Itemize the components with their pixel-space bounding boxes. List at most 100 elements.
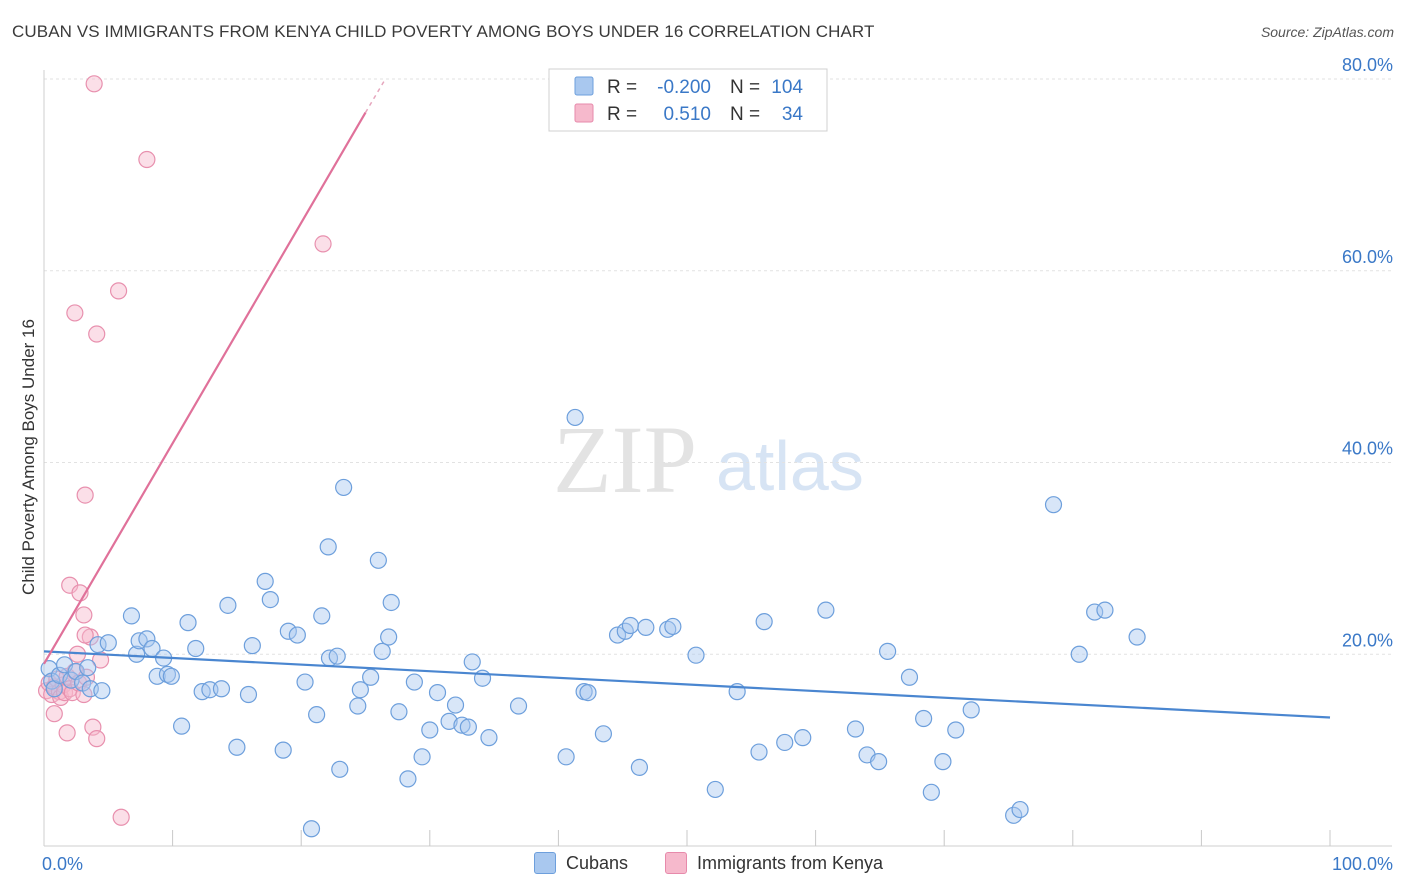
series-cubans-points (40, 408, 1146, 838)
y-tick-label-40: 40.0% (1342, 439, 1393, 459)
watermark-zip: ZIP (553, 406, 697, 513)
cuban-point (608, 626, 627, 644)
cuban-point (557, 748, 575, 766)
cuban-point (351, 681, 369, 699)
cuban-point (846, 720, 865, 738)
y-tick-label-60: 60.0% (1342, 247, 1393, 267)
cuban-point (509, 697, 528, 715)
cuban-point (122, 607, 141, 625)
kenya-point (88, 730, 106, 748)
cuban-point (459, 718, 477, 736)
cuban-point (664, 617, 682, 636)
y-tick-label-20: 20.0% (1342, 630, 1393, 650)
cuban-point (630, 758, 649, 776)
cuban-point (1005, 806, 1023, 824)
kenya-point (75, 606, 93, 624)
cuban-point (870, 753, 888, 771)
cuban-point (79, 659, 97, 677)
legend-r-value-2: 0.510 (663, 104, 711, 125)
cuban-point (390, 703, 408, 721)
trend-line-cubans (43, 650, 1331, 719)
cuban-point (399, 770, 417, 788)
kenya-point (88, 325, 106, 343)
legend-r-label-2: R = (607, 104, 637, 125)
legend-n-label-2: N = (730, 104, 760, 125)
cuban-point (1086, 603, 1104, 621)
bottom-legend-kenya: Immigrants from Kenya (665, 852, 883, 874)
cuban-point (239, 685, 258, 704)
kenya-point (109, 282, 128, 300)
cuban-point (706, 780, 724, 799)
cuban-point (776, 733, 794, 752)
x-tick-label-max: 100.0% (1332, 854, 1393, 874)
legend-r-label-1: R = (607, 77, 637, 98)
cuban-point (279, 622, 297, 640)
bottom-legend-label-cubans: Cubans (566, 852, 629, 873)
kenya-point (45, 705, 63, 723)
cuban-point (127, 645, 146, 663)
cuban-point (440, 712, 458, 730)
kenya-point (76, 626, 94, 644)
legend-n-value-1: 104 (771, 77, 803, 98)
kenya-point (85, 75, 103, 93)
series-kenya-points (37, 75, 332, 826)
gridlines (44, 78, 1392, 655)
cuban-point (313, 607, 331, 625)
cuban-point (302, 820, 321, 838)
cuban-point (621, 616, 640, 635)
kenya-point (66, 304, 84, 322)
kenya-point (138, 150, 156, 169)
cuban-point (579, 683, 597, 702)
watermark-atlas: atlas (716, 427, 864, 505)
kenya-point (58, 724, 76, 742)
cuban-point (463, 653, 481, 671)
kenya-point (112, 808, 130, 826)
x-ticks (172, 830, 1331, 846)
cuban-point (421, 721, 439, 739)
cuban-point (405, 673, 423, 691)
cuban-point (349, 697, 367, 715)
x-tick-label-min: 0.0% (42, 854, 83, 874)
chart-title: CUBAN VS IMMIGRANTS FROM KENYA CHILD POV… (12, 22, 875, 41)
cuban-point (446, 696, 465, 714)
bottom-legend-label-kenya: Immigrants from Kenya (697, 852, 884, 873)
cuban-point (1128, 628, 1146, 646)
cuban-point (138, 630, 156, 648)
cuban-point (261, 591, 279, 609)
bottom-legend-swatch-cubans (534, 852, 556, 874)
cuban-point (328, 647, 346, 665)
trend-line-kenya-extension (364, 79, 386, 113)
cuban-point (687, 646, 705, 664)
bottom-legend-swatch-kenya (665, 852, 687, 874)
cuban-point (380, 628, 398, 646)
cuban-point (335, 478, 353, 497)
cuban-point (900, 668, 919, 686)
cuban-point (750, 743, 768, 761)
legend-swatch-cubans (574, 76, 594, 96)
kenya-point (314, 235, 332, 253)
cuban-point (1011, 800, 1029, 819)
axes (43, 70, 1392, 847)
cuban-point (99, 634, 117, 652)
legend-n-value-2: 34 (782, 104, 804, 125)
cuban-point (369, 551, 387, 569)
cuban-point (373, 642, 391, 660)
y-axis-label: Child Poverty Among Boys Under 16 (19, 319, 38, 595)
y-tick-label-80: 80.0% (1342, 55, 1393, 75)
cuban-point (1070, 645, 1088, 663)
cuban-point (173, 717, 191, 735)
source-label: Source: ZipAtlas.com (1260, 24, 1394, 40)
cuban-point (413, 748, 431, 766)
cuban-point (879, 642, 897, 660)
cuban-point (288, 626, 306, 644)
legend-n-label-1: N = (730, 77, 760, 98)
legend-box: R = -0.200 N = 104 R = 0.510 N = 34 (548, 68, 828, 132)
cuban-point (331, 760, 349, 778)
legend-r-value-1: -0.200 (657, 77, 711, 98)
trend-lines (43, 79, 1331, 719)
cuban-point (915, 709, 933, 728)
cuban-point (256, 572, 274, 590)
cuban-point (187, 639, 205, 658)
cuban-point (89, 636, 107, 654)
